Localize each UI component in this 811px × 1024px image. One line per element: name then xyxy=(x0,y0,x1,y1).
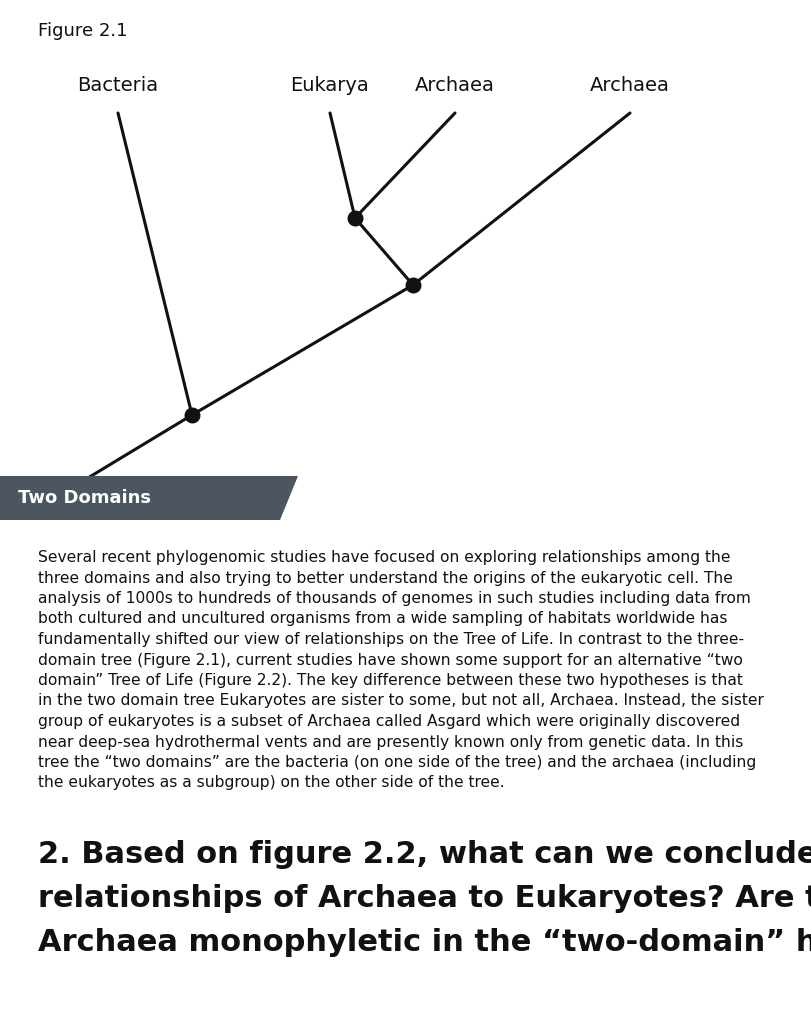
Point xyxy=(186,407,199,423)
Text: the eukaryotes as a subgroup) on the other side of the tree.: the eukaryotes as a subgroup) on the oth… xyxy=(38,775,504,791)
Text: domain” Tree of Life (Figure 2.2). The key difference between these two hypothes: domain” Tree of Life (Figure 2.2). The k… xyxy=(38,673,743,688)
Text: three domains and also trying to better understand the origins of the eukaryotic: three domains and also trying to better … xyxy=(38,570,733,586)
Point xyxy=(349,210,362,226)
Text: relationships of Archaea to Eukaryotes? Are the groups labeled: relationships of Archaea to Eukaryotes? … xyxy=(38,884,811,913)
Polygon shape xyxy=(0,476,298,520)
Text: 2. Based on figure 2.2, what can we conclude about the: 2. Based on figure 2.2, what can we conc… xyxy=(38,840,811,869)
Text: tree the “two domains” are the bacteria (on one side of the tree) and the archae: tree the “two domains” are the bacteria … xyxy=(38,755,756,770)
Text: Two Domains: Two Domains xyxy=(18,489,151,507)
Text: Archaea: Archaea xyxy=(415,76,495,95)
Text: group of eukaryotes is a subset of Archaea called Asgard which were originally d: group of eukaryotes is a subset of Archa… xyxy=(38,714,740,729)
Text: Eukarya: Eukarya xyxy=(290,76,369,95)
Text: both cultured and uncultured organisms from a wide sampling of habitats worldwid: both cultured and uncultured organisms f… xyxy=(38,611,727,627)
Text: analysis of 1000s to hundreds of thousands of genomes in such studies including : analysis of 1000s to hundreds of thousan… xyxy=(38,591,751,606)
Text: near deep-sea hydrothermal vents and are presently known only from genetic data.: near deep-sea hydrothermal vents and are… xyxy=(38,734,744,750)
Text: Figure 2.1: Figure 2.1 xyxy=(38,22,127,40)
Text: domain tree (Figure 2.1), current studies have shown some support for an alterna: domain tree (Figure 2.1), current studie… xyxy=(38,652,743,668)
Text: Archaea monophyletic in the “two-domain” hypothesis?: Archaea monophyletic in the “two-domain”… xyxy=(38,928,811,957)
Text: in the two domain tree Eukaryotes are sister to some, but not all, Archaea. Inst: in the two domain tree Eukaryotes are si… xyxy=(38,693,764,709)
Text: fundamentally shifted our view of relationships on the Tree of Life. In contrast: fundamentally shifted our view of relati… xyxy=(38,632,744,647)
Text: Several recent phylogenomic studies have focused on exploring relationships amon: Several recent phylogenomic studies have… xyxy=(38,550,731,565)
Text: Bacteria: Bacteria xyxy=(77,76,159,95)
Text: Archaea: Archaea xyxy=(590,76,670,95)
Point xyxy=(406,276,419,293)
